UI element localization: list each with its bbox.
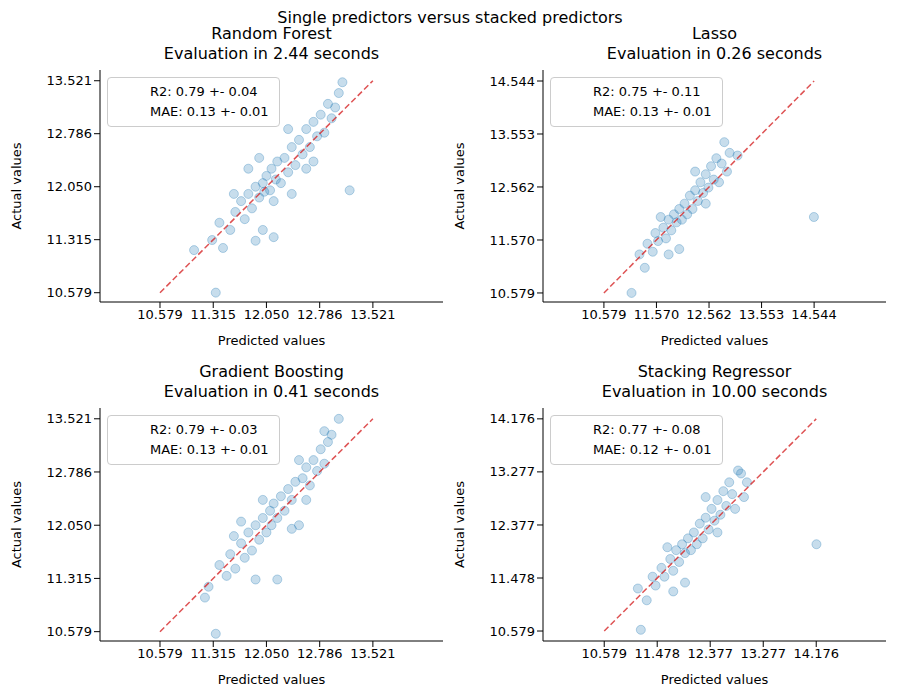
svg-text:12.050: 12.050 <box>47 518 93 533</box>
svg-text:10.579: 10.579 <box>581 307 627 322</box>
svg-text:Predicted values: Predicted values <box>661 672 769 686</box>
svg-text:11.570: 11.570 <box>634 307 680 322</box>
svg-text:Actual values: Actual values <box>9 481 24 568</box>
html-text:Single predictors versus stack: Single predictors versus stacked predict… <box>277 8 623 27</box>
html-text:Evaluation in 10.00 seconds: Evaluation in 10.00 seconds <box>601 382 828 401</box>
html-text:Random Forest: Random Forest <box>211 24 332 43</box>
svg-text:13.521: 13.521 <box>350 307 396 322</box>
svg-text:12.050: 12.050 <box>244 307 290 322</box>
svg-text:12.050: 12.050 <box>47 179 93 194</box>
svg-text:Actual values: Actual values <box>452 142 467 229</box>
svg-text:10.579: 10.579 <box>137 307 183 322</box>
html-text:MAE: 0.13 +- 0.01: MAE: 0.13 +- 0.01 <box>593 104 712 119</box>
svg-text:13.277: 13.277 <box>490 464 536 479</box>
svg-text:12.786: 12.786 <box>297 307 343 322</box>
html-text:R2: 0.79 +- 0.04: R2: 0.79 +- 0.04 <box>150 84 258 99</box>
html-text:Evaluation in 2.44 seconds: Evaluation in 2.44 seconds <box>163 44 380 63</box>
svg-text:13.277: 13.277 <box>740 646 786 661</box>
svg-text:14.176: 14.176 <box>793 646 839 661</box>
svg-text:Predicted values: Predicted values <box>218 333 326 347</box>
svg-text:Actual values: Actual values <box>452 481 467 568</box>
html-text:Lasso: Lasso <box>691 24 738 43</box>
html-text:MAE: 0.12 +- 0.01: MAE: 0.12 +- 0.01 <box>593 442 712 457</box>
svg-text:13.521: 13.521 <box>47 73 93 88</box>
svg-text:10.579: 10.579 <box>581 646 627 661</box>
svg-text:11.315: 11.315 <box>190 646 236 661</box>
html-text:MAE: 0.13 +- 0.01: MAE: 0.13 +- 0.01 <box>150 442 269 457</box>
svg-text:11.478: 11.478 <box>634 646 680 661</box>
svg-text:Actual values: Actual values <box>9 142 24 229</box>
svg-text:11.478: 11.478 <box>490 571 536 586</box>
html-text:Evaluation in 0.41 seconds: Evaluation in 0.41 seconds <box>163 382 380 401</box>
svg-text:11.315: 11.315 <box>47 232 93 247</box>
svg-text:10.579: 10.579 <box>137 646 183 661</box>
html-text:Evaluation in 0.26 seconds: Evaluation in 0.26 seconds <box>606 44 823 63</box>
svg-text:14.544: 14.544 <box>791 307 837 322</box>
svg-text:12.377: 12.377 <box>687 646 733 661</box>
svg-text:13.553: 13.553 <box>739 307 785 322</box>
svg-text:12.050: 12.050 <box>244 646 290 661</box>
html-text:Gradient Boosting: Gradient Boosting <box>199 362 344 381</box>
svg-text:10.579: 10.579 <box>47 285 93 300</box>
html-text:R2: 0.77 +- 0.08: R2: 0.77 +- 0.08 <box>593 422 701 437</box>
svg-text:13.553: 13.553 <box>490 127 536 142</box>
svg-text:11.570: 11.570 <box>490 233 536 248</box>
svg-text:12.786: 12.786 <box>47 126 93 141</box>
svg-text:12.786: 12.786 <box>47 465 93 480</box>
svg-text:12.562: 12.562 <box>686 307 732 322</box>
svg-text:14.544: 14.544 <box>490 74 536 89</box>
html-text:R2: 0.79 +- 0.03: R2: 0.79 +- 0.03 <box>150 422 258 437</box>
html-text:MAE: 0.13 +- 0.01: MAE: 0.13 +- 0.01 <box>150 104 269 119</box>
svg-text:12.562: 12.562 <box>490 180 536 195</box>
svg-text:10.579: 10.579 <box>47 624 93 639</box>
svg-text:Predicted values: Predicted values <box>218 672 326 686</box>
svg-text:14.176: 14.176 <box>490 411 536 426</box>
svg-text:10.579: 10.579 <box>490 624 536 639</box>
html-text:R2: 0.75 +- 0.11: R2: 0.75 +- 0.11 <box>593 84 701 99</box>
svg-text:12.377: 12.377 <box>490 518 536 533</box>
html-text:Stacking Regressor: Stacking Regressor <box>637 362 792 381</box>
svg-text:Predicted values: Predicted values <box>661 333 769 347</box>
svg-text:13.521: 13.521 <box>47 411 93 426</box>
svg-text:11.315: 11.315 <box>190 307 236 322</box>
svg-text:10.579: 10.579 <box>490 286 536 301</box>
svg-text:13.521: 13.521 <box>350 646 396 661</box>
svg-text:11.315: 11.315 <box>47 571 93 586</box>
svg-text:12.786: 12.786 <box>297 646 343 661</box>
